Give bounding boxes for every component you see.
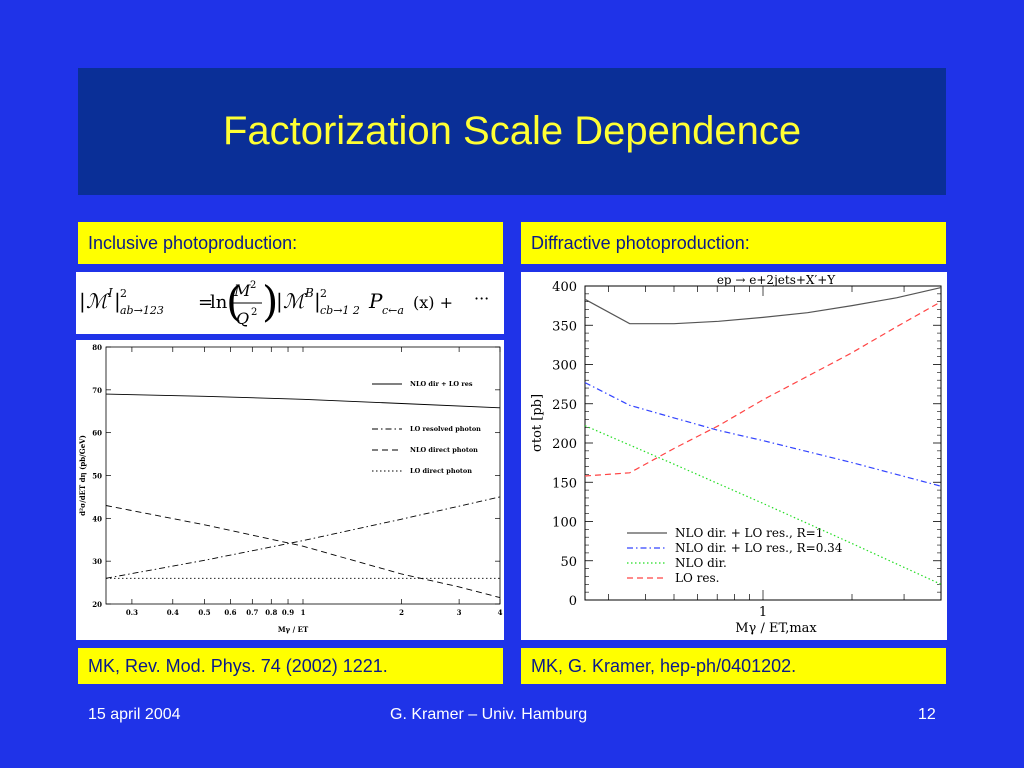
x-tick-label: 0.5 — [198, 608, 210, 617]
formula-svg: | ℳ I | 2 ab→123 = ln ( M 2 Q 2 ) | ℳ B … — [79, 277, 489, 328]
y-tick-label: 30 — [92, 557, 102, 566]
chart-title: ep → e+2jets+X′+Y — [717, 273, 836, 287]
rhs-subscript: cb→1 2 — [320, 304, 360, 317]
y-tick-label: 60 — [92, 429, 102, 438]
svg-text:|: | — [114, 289, 121, 314]
x-tick-label: 3 — [457, 608, 462, 617]
x-tick-label: 0.6 — [224, 608, 236, 617]
left-chart: 20 30 40 50 60 70 80 0.3 0.4 0.5 0.6 0.7 0.8 0.9 1 2 3 4 M… — [78, 343, 503, 634]
footer-author: G. Kramer – Univ. Hamburg — [390, 706, 588, 723]
y-tick-label: 70 — [92, 386, 102, 395]
y-tick-label: 20 — [92, 600, 102, 609]
y-tick-label: 50 — [92, 472, 102, 481]
legend-label: NLO dir + LO res — [410, 380, 473, 388]
svg-text:|: | — [276, 289, 283, 314]
svg-text:ℳ: ℳ — [283, 289, 307, 313]
right-citation: MK, G. Kramer, hep-ph/0401202. — [521, 648, 946, 684]
svg-text:ln: ln — [210, 292, 228, 313]
x-tick-label: 1 — [759, 605, 767, 620]
svg-text:2: 2 — [120, 287, 127, 300]
left-chart-panel: 20 30 40 50 60 70 80 0.3 0.4 0.5 0.6 0.7 0.8 0.9 1 2 3 4 M… — [76, 340, 504, 640]
y-tick-label: 250 — [552, 398, 577, 413]
svg-text:2: 2 — [250, 280, 256, 291]
diffractive-label: Diffractive photoproduction: — [521, 222, 946, 264]
slide-title: Factorization Scale Dependence — [222, 109, 802, 153]
legend-label: LO res. — [675, 571, 719, 585]
svg-text:P: P — [368, 289, 383, 313]
svg-text:|: | — [314, 289, 321, 314]
svg-text:2: 2 — [320, 287, 327, 300]
x-axis-label: Mγ / ET,max — [735, 621, 817, 636]
legend-label: NLO dir. — [675, 556, 727, 570]
y-tick-label: 0 — [569, 594, 577, 609]
inclusive-label: Inclusive photoproduction: — [78, 222, 503, 264]
y-tick-label: 300 — [552, 359, 577, 374]
footer-page-number: 12 — [918, 706, 936, 723]
x-tick-label: 2 — [399, 608, 404, 617]
y-tick-label: 100 — [552, 516, 577, 531]
y-tick-label: 350 — [552, 319, 577, 334]
right-chart: 0 50 100 150 200 250 300 350 400 1Mγ / ET,max σtot… — [530, 273, 942, 636]
legend-label: NLO dir. + LO res., R=0.34 — [675, 541, 843, 555]
x-tick-label: 0.8 — [265, 608, 277, 617]
formula-ellipsis: ··· — [474, 289, 489, 308]
x-tick-label: 0.7 — [246, 608, 258, 617]
x-tick-label: 1 — [301, 608, 306, 617]
svg-text:(: ( — [226, 277, 242, 326]
series-line — [584, 425, 942, 585]
series-line — [105, 496, 501, 579]
series-line — [105, 505, 501, 599]
legend-label: NLO direct photon — [410, 446, 478, 454]
svg-text:B: B — [304, 286, 314, 300]
svg-text:=: = — [198, 292, 213, 313]
formula-tail: (x) + — [413, 293, 453, 312]
svg-text:2: 2 — [251, 307, 257, 318]
y-tick-label: 80 — [92, 343, 102, 352]
x-tick-label: 4 — [498, 608, 503, 617]
svg-text:I: I — [107, 286, 113, 300]
svg-text:ℳ: ℳ — [86, 289, 110, 313]
x-tick-label: 0.9 — [282, 608, 294, 617]
y-tick-label: 400 — [552, 280, 577, 295]
footer-date: 15 april 2004 — [88, 706, 181, 723]
formula-panel: | ℳ I | 2 ab→123 = ln ( M 2 Q 2 ) | ℳ B … — [76, 272, 504, 334]
series-line — [105, 393, 501, 409]
y-axis-label: σtot [pb] — [530, 394, 545, 452]
y-tick-label: 200 — [552, 437, 577, 452]
y-tick-label: 150 — [552, 476, 577, 491]
frac-numerator: M — [233, 281, 251, 300]
series-line — [584, 382, 942, 487]
legend-label: LO resolved photon — [410, 425, 481, 433]
lhs-subscript: ab→123 — [120, 304, 164, 317]
right-chart-panel: 0 50 100 150 200 250 300 350 400 1 Mγ / ET,max σtot… — [521, 272, 947, 640]
x-tick-label: 0.3 — [126, 608, 138, 617]
pc-subscript: c←a — [382, 304, 404, 317]
x-axis-label: Mγ / ET — [278, 625, 309, 634]
y-tick-label: 50 — [560, 555, 577, 570]
series-line — [584, 287, 942, 325]
svg-text:|: | — [79, 289, 86, 314]
y-tick-label: 40 — [92, 514, 102, 523]
legend-label: LO direct photon — [410, 467, 472, 475]
left-citation: MK, Rev. Mod. Phys. 74 (2002) 1221. — [78, 648, 503, 684]
x-tick-label: 0.4 — [167, 608, 179, 617]
legend-label: NLO dir. + LO res., R=1 — [675, 526, 823, 540]
y-axis-label: d²σ/dET dη (pb/GeV) — [78, 435, 87, 516]
frac-denominator: Q — [236, 309, 249, 328]
series-line — [584, 301, 942, 477]
svg-text:): ) — [262, 277, 278, 326]
title-band: Factorization Scale Dependence — [78, 68, 946, 195]
